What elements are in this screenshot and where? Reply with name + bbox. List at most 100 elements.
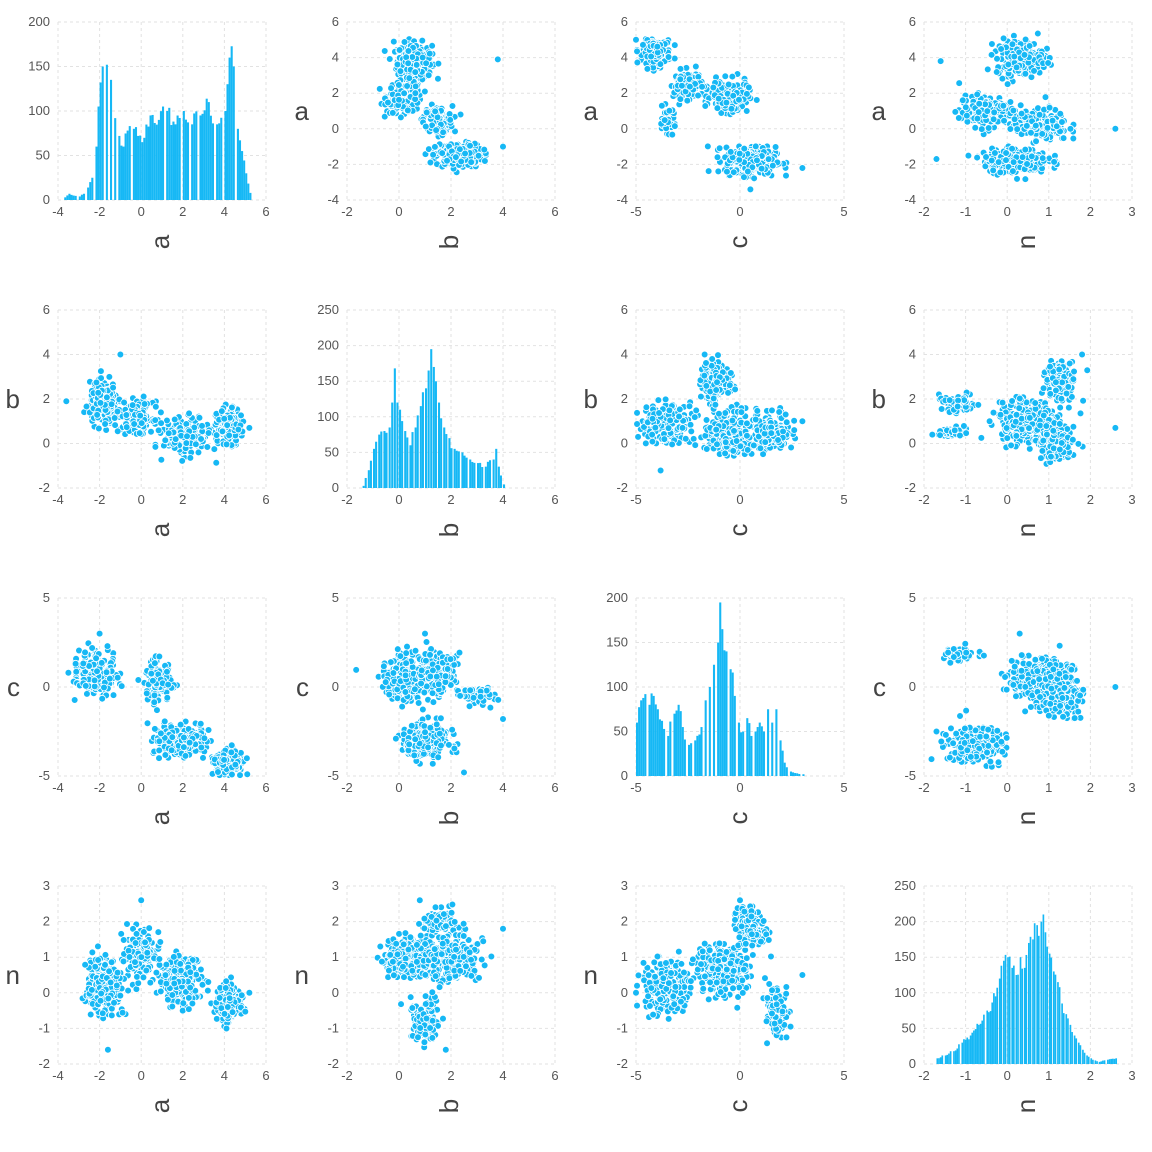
scatter-point: [161, 436, 170, 445]
scatter-point: [742, 107, 751, 115]
scatter-point: [991, 149, 999, 157]
y-tick-label: -2: [327, 156, 339, 171]
scatter-point: [668, 440, 676, 449]
histogram-bar: [401, 421, 404, 488]
scatter-point: [395, 95, 403, 104]
histogram-bar: [205, 98, 208, 200]
histogram-bar: [91, 177, 94, 200]
x-axis-label: c: [723, 524, 753, 537]
histogram-bar: [486, 461, 489, 488]
histogram-bar: [195, 111, 198, 200]
scatter-point: [633, 47, 641, 56]
histogram-bar: [393, 368, 396, 488]
scatter-point: [771, 143, 780, 151]
scatter-point: [101, 420, 109, 428]
scatter-point: [728, 416, 737, 425]
x-tick-label: 0: [395, 492, 402, 507]
x-tick-label: 2: [179, 492, 186, 507]
histogram-bar: [147, 126, 150, 200]
y-tick-label: 100: [28, 103, 50, 118]
scatter-point: [1045, 103, 1054, 112]
x-tick-label: 0: [138, 204, 145, 219]
histogram-bar: [375, 441, 378, 488]
scatter-point: [411, 89, 420, 97]
x-tick-label: 2: [179, 204, 186, 219]
x-tick-label: -4: [52, 204, 64, 219]
scatter-point: [1006, 98, 1015, 106]
scatter-point: [422, 108, 431, 117]
x-tick-label: 6: [551, 492, 558, 507]
scatter-point: [198, 422, 206, 430]
scatter-point: [996, 168, 1005, 177]
histogram-bar: [432, 366, 435, 488]
histogram-bar: [182, 111, 185, 200]
histogram-bar: [461, 452, 464, 488]
y-tick-label: 6: [621, 302, 628, 317]
scatter-point: [397, 113, 405, 122]
histogram-bar: [193, 113, 196, 200]
histogram-bar: [174, 124, 177, 200]
scatter-point: [989, 115, 998, 124]
scatter-point: [1058, 118, 1066, 126]
scatter-point: [704, 167, 713, 175]
y-tick-label: 0: [621, 121, 628, 136]
histogram-bar: [191, 124, 194, 200]
y-tick-label: 2: [909, 391, 916, 406]
scatter-point: [481, 157, 489, 165]
histogram-bar: [97, 106, 100, 200]
y-tick-label: 4: [909, 347, 916, 362]
scatter-point: [963, 111, 971, 120]
y-tick-label: 0: [621, 436, 628, 451]
y-tick-label: 0: [332, 121, 339, 136]
scatter-point: [724, 389, 732, 397]
scatter-point: [964, 151, 973, 160]
histogram-bar: [170, 125, 173, 200]
scatter-point: [116, 350, 125, 359]
histogram-bar: [87, 187, 90, 200]
scatter-point: [434, 74, 442, 83]
scatter-point: [218, 407, 226, 415]
x-tick-label: 4: [499, 204, 506, 219]
scatter-point: [702, 416, 711, 424]
histogram-bar: [172, 121, 175, 200]
y-tick-label: 250: [317, 302, 339, 317]
scatter-point: [642, 439, 650, 448]
scatter-point: [782, 171, 790, 180]
scatter-point: [984, 124, 993, 132]
scatter-point: [434, 59, 443, 68]
y-tick-label: 6: [909, 302, 916, 317]
histogram-bar: [201, 113, 204, 200]
scatter-point: [96, 399, 105, 407]
histogram-bar: [220, 117, 223, 200]
scatter-point: [658, 101, 666, 110]
scatter-point: [1013, 175, 1021, 183]
scatter-point: [731, 385, 739, 394]
y-tick-label: 2: [909, 85, 916, 100]
y-tick-label: 200: [28, 14, 50, 29]
scatter-point: [761, 438, 770, 446]
scatter-point: [727, 104, 736, 113]
histogram-bar: [176, 115, 179, 200]
scatter-point: [683, 96, 692, 105]
scatter-point: [951, 108, 960, 116]
scatter-point: [136, 411, 144, 420]
scatter-point: [194, 448, 203, 457]
histogram-bar: [114, 118, 117, 200]
y-tick-label: -2: [904, 156, 916, 171]
scatter-point: [724, 80, 733, 89]
scatter-point: [1069, 134, 1078, 143]
scatter-point: [798, 417, 807, 426]
histogram-bar: [203, 110, 206, 200]
scatter-point: [107, 400, 116, 409]
scatter-point: [639, 41, 647, 49]
histogram-bar: [406, 437, 409, 488]
histogram-bar: [465, 457, 468, 488]
scatter-point: [676, 95, 685, 103]
histogram-bar: [497, 466, 500, 488]
histogram-bar: [139, 135, 142, 200]
scatter-point: [375, 85, 384, 93]
histogram-bar: [124, 133, 127, 200]
scatter-point: [183, 432, 191, 441]
scatter-point: [422, 59, 430, 68]
